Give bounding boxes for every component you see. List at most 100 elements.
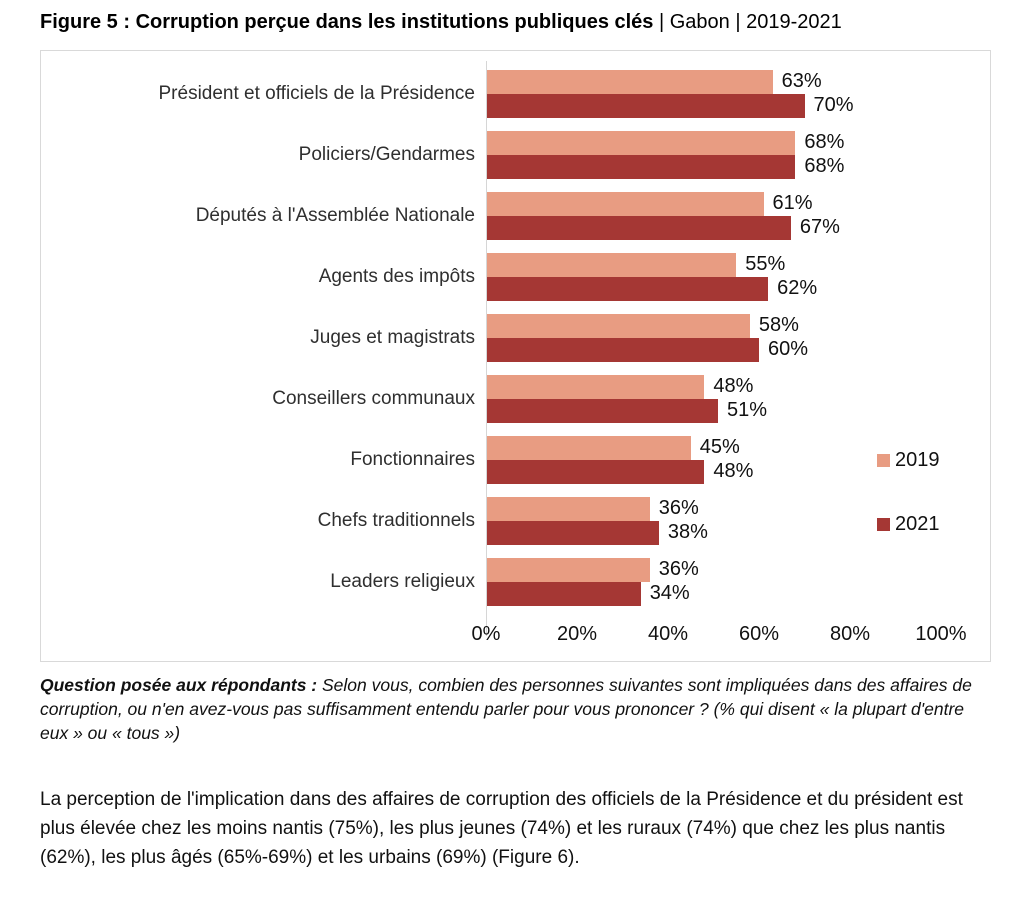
category-label: Fonctionnaires (350, 448, 475, 470)
category-row: Agents des impôts 55% 62% (41, 246, 990, 307)
bar-2021 (486, 337, 759, 362)
bar-line-2019: 63% (486, 69, 941, 94)
value-label-2021: 70% (813, 94, 854, 116)
bar-line-2021: 67% (486, 215, 941, 240)
bar-group: 63% 70% (486, 69, 941, 118)
bar-group: 61% 67% (486, 191, 941, 240)
bar-line-2021: 34% (486, 581, 941, 606)
axis-tick-label: 40% (647, 623, 689, 645)
bar-line-2019: 45% (486, 435, 941, 460)
legend-item-2019: 2019 (877, 449, 940, 472)
bar-2021 (486, 520, 659, 545)
category-row: Juges et magistrats 58% 60% (41, 307, 990, 368)
axis-tick-label: 20% (556, 623, 598, 645)
bar-line-2019: 61% (486, 191, 941, 216)
bar-2019 (486, 191, 764, 216)
category-label: Députés à l'Assemblée Nationale (195, 204, 475, 226)
bar-group: 55% 62% (486, 252, 941, 301)
question-footnote: Question posée aux répondants : Selon vo… (40, 674, 995, 746)
bar-line-2019: 36% (486, 557, 941, 582)
analysis-paragraph: La perception de l'implication dans des … (40, 789, 963, 868)
bar-2021 (486, 154, 796, 179)
value-label-2019: 55% (745, 253, 786, 275)
bar-2021 (486, 276, 769, 301)
bar-chart: Président et officiels de la Présidence 6… (40, 50, 991, 662)
bar-group: 45% 48% (486, 435, 941, 484)
bar-2019 (486, 130, 796, 155)
category-row: Fonctionnaires 45% 48% (41, 429, 990, 490)
category-label: Conseillers communaux (272, 387, 475, 409)
bar-group: 58% 60% (486, 313, 941, 362)
bar-line-2021: 38% (486, 520, 941, 545)
value-label-2019: 48% (713, 375, 754, 397)
bar-line-2021: 60% (486, 337, 941, 362)
bar-line-2019: 48% (486, 374, 941, 399)
bar-2021 (486, 215, 791, 240)
value-label-2019: 36% (658, 497, 699, 519)
axis-tick-label: 60% (738, 623, 780, 645)
bar-2019 (486, 557, 650, 582)
bar-line-2021: 51% (486, 398, 941, 423)
category-label: Président et officiels de la Présidence (158, 82, 476, 104)
bar-line-2021: 68% (486, 154, 941, 179)
bar-2021 (486, 93, 805, 118)
legend-swatch-2019 (877, 454, 890, 467)
category-label: Chefs traditionnels (317, 509, 475, 531)
category-label: Juges et magistrats (310, 326, 475, 348)
bar-group: 48% 51% (486, 374, 941, 423)
bar-2021 (486, 581, 641, 606)
bar-2019 (486, 313, 750, 338)
category-label: Leaders religieux (330, 570, 475, 592)
value-label-2021: 51% (727, 399, 768, 421)
bar-group: 68% 68% (486, 130, 941, 179)
value-label-2021: 34% (649, 582, 690, 604)
axis-tick-label: 0% (471, 623, 501, 645)
bar-line-2019: 36% (486, 496, 941, 521)
bar-2019 (486, 496, 650, 521)
figure-title-meta: | Gabon | 2019-2021 (653, 11, 842, 33)
bar-2019 (486, 69, 773, 94)
value-label-2019: 58% (758, 314, 799, 336)
y-axis-line (486, 61, 487, 636)
category-row: Policiers/Gendarmes 68% 68% (41, 124, 990, 185)
axis-tick-label: 80% (829, 623, 871, 645)
value-label-2019: 63% (781, 70, 822, 92)
value-label-2019: 45% (699, 436, 740, 458)
category-row: Chefs traditionnels 36% 38% (41, 490, 990, 551)
bar-line-2021: 62% (486, 276, 941, 301)
value-label-2021: 38% (667, 521, 708, 543)
bar-2021 (486, 398, 719, 423)
bar-2019 (486, 435, 691, 460)
footnote-lead: Question posée aux répondants : (40, 675, 318, 695)
value-label-2021: 48% (713, 460, 754, 482)
figure-title-main: Figure 5 : Corruption perçue dans les in… (40, 11, 654, 33)
bar-line-2019: 58% (486, 313, 941, 338)
footnote-text: Selon vous, combien des personnes suivan… (40, 675, 972, 743)
axis-tick-label: 100% (915, 623, 967, 645)
value-label-2021: 68% (804, 155, 845, 177)
value-label-2019: 68% (804, 131, 845, 153)
bar-line-2019: 55% (486, 252, 941, 277)
bar-line-2021: 48% (486, 459, 941, 484)
value-label-2021: 60% (768, 338, 809, 360)
value-label-2019: 36% (658, 558, 699, 580)
legend-swatch-2021 (877, 518, 890, 531)
legend-item-2021: 2021 (877, 513, 940, 536)
category-row: Conseillers communaux 48% 51% (41, 368, 990, 429)
bar-line-2019: 68% (486, 130, 941, 155)
bar-line-2021: 70% (486, 93, 941, 118)
bar-2019 (486, 374, 705, 399)
category-row: Leaders religieux 36% 34% (41, 551, 990, 612)
chart-rows: Président et officiels de la Présidence 6… (41, 63, 990, 612)
category-row: Président et officiels de la Présidence 6… (41, 63, 990, 124)
value-label-2019: 61% (772, 192, 813, 214)
legend-label-2019: 2019 (895, 449, 940, 471)
bar-2021 (486, 459, 705, 484)
category-row: Députés à l'Assemblée Nationale 61% 67% (41, 185, 990, 246)
value-label-2021: 67% (799, 216, 840, 238)
legend-label-2021: 2021 (895, 513, 940, 535)
category-label: Agents des impôts (318, 265, 475, 287)
x-axis: 0% 20% 40% 60% 80% 100% (472, 623, 967, 651)
figure-title: Figure 5 : Corruption perçue dans les in… (40, 10, 1000, 34)
